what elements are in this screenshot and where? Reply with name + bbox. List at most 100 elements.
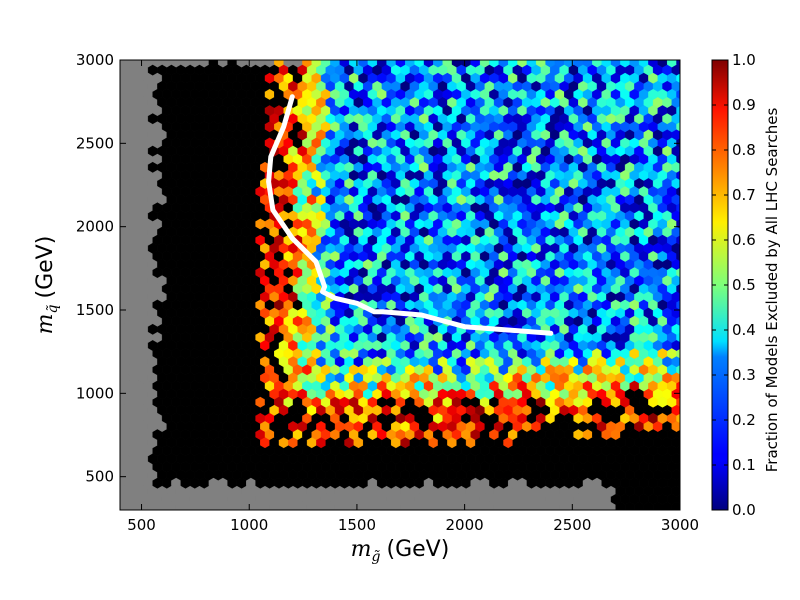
hex-cell — [681, 275, 690, 286]
hex-cell — [676, 461, 680, 472]
colorbar-label: Fraction of Models Excluded by All LHC S… — [763, 108, 781, 473]
hex-cell — [681, 372, 690, 383]
hex-cell — [681, 97, 690, 108]
x-tick-label: 1500 — [338, 516, 376, 534]
hex-cell — [676, 105, 680, 116]
hex-cell — [643, 509, 645, 510]
y-axis-subscript: q̃ — [45, 304, 61, 313]
hex-cell — [676, 89, 680, 100]
hex-cell — [521, 509, 523, 510]
y-tick-label: 500 — [85, 468, 114, 486]
hex-cell — [194, 509, 196, 510]
y-axis-title: mq̃ (GeV) — [33, 236, 61, 335]
x-tick-label: 2500 — [553, 516, 591, 534]
colorbar-tick-label: 1.0 — [732, 51, 756, 69]
hex-cell — [681, 178, 690, 189]
hex-cell — [676, 283, 680, 294]
colorbar-tick-label: 0.6 — [732, 231, 756, 249]
hex-cell — [681, 437, 690, 448]
colorbar-tick-label: 0.2 — [732, 411, 756, 429]
hex-cell — [222, 509, 224, 510]
x-axis-title: mg̃ (GeV) — [351, 537, 450, 565]
hex-cell — [676, 332, 680, 343]
hexbin-cells — [120, 60, 690, 513]
colorbar-tick-label: 0.7 — [732, 186, 756, 204]
hex-cell — [381, 509, 383, 510]
plot-frame — [119, 59, 681, 511]
hex-cell — [676, 73, 680, 83]
x-axis-subscript: g̃ — [372, 549, 381, 565]
hex-cell — [213, 509, 214, 510]
hex-cell — [681, 421, 690, 432]
hex-cell — [596, 509, 598, 510]
hex-cell — [681, 81, 690, 92]
hex-cell — [325, 509, 327, 510]
x-axis-ticks: 500 1000 1500 2000 2500 3000 — [127, 60, 699, 534]
hex-cell — [681, 324, 690, 335]
hex-cell — [676, 348, 680, 359]
hex-cell — [306, 509, 308, 510]
hex-cell — [681, 146, 690, 157]
hex-cell — [676, 154, 680, 164]
hex-cell — [681, 210, 690, 221]
hex-cell — [493, 509, 495, 510]
hex-cell — [676, 137, 680, 148]
hex-cell — [400, 509, 402, 510]
hex-cell — [681, 259, 690, 270]
hex-cell — [418, 509, 420, 510]
colorbar-ticks: 0.0 0.1 0.2 0.3 0.4 0.5 0.6 0.7 0.8 0.9 1.0 — [712, 51, 756, 519]
hex-cell — [624, 509, 626, 510]
hex-cell — [605, 509, 607, 510]
hex-cell — [175, 509, 177, 510]
hex-cell — [681, 291, 690, 302]
colorbar-tick-label: 0.1 — [732, 456, 756, 474]
hex-cell — [676, 170, 680, 181]
colorbar-tick-label: 0.4 — [732, 321, 756, 339]
hex-cell — [681, 129, 690, 140]
hex-cell — [676, 380, 680, 391]
hex-cell — [681, 486, 690, 497]
colorbar-tick-label: 0.0 — [732, 501, 756, 519]
hex-cell — [681, 162, 690, 173]
hex-cell — [676, 364, 680, 375]
y-tick-label: 3000 — [76, 51, 114, 69]
hex-cell — [681, 243, 690, 254]
hex-cell — [297, 509, 299, 510]
colorbar-tick-label: 0.8 — [732, 141, 756, 159]
y-tick-label: 2000 — [76, 218, 114, 236]
hex-cell — [540, 509, 542, 510]
hex-cell — [166, 509, 168, 510]
colorbar-tick-label: 0.5 — [732, 276, 756, 294]
hex-cell — [676, 235, 680, 245]
hex-cell — [409, 509, 411, 510]
colorbar-tick-label: 0.9 — [732, 96, 756, 114]
hex-cell — [512, 509, 514, 510]
x-tick-label: 2000 — [446, 516, 484, 534]
hex-cell — [676, 251, 680, 262]
x-axis-symbol: m — [351, 537, 372, 562]
hex-cell — [681, 502, 690, 513]
hex-cell — [676, 60, 680, 67]
hex-cell — [676, 267, 680, 278]
hex-cell — [315, 509, 317, 510]
hex-cell — [676, 316, 680, 326]
hex-cell — [652, 509, 654, 510]
hex-cell — [681, 470, 690, 481]
y-axis-unit: (GeV) — [33, 236, 58, 299]
exclusion-boundary-line — [266, 94, 554, 336]
hex-cell — [681, 405, 690, 416]
hex-cell — [681, 308, 690, 319]
x-axis-unit: (GeV) — [387, 537, 450, 562]
hex-cell — [676, 397, 680, 407]
hex-cell — [676, 186, 680, 197]
hex-cell — [676, 429, 680, 440]
y-axis-symbol: m — [33, 313, 58, 334]
x-tick-label: 500 — [127, 516, 156, 534]
hex-cell — [676, 299, 680, 310]
hex-cell — [633, 509, 635, 510]
hex-cell — [287, 509, 289, 510]
hex-cell — [681, 113, 690, 124]
hex-cell — [437, 509, 439, 510]
hex-cell — [676, 121, 680, 132]
hex-cell — [681, 65, 690, 76]
